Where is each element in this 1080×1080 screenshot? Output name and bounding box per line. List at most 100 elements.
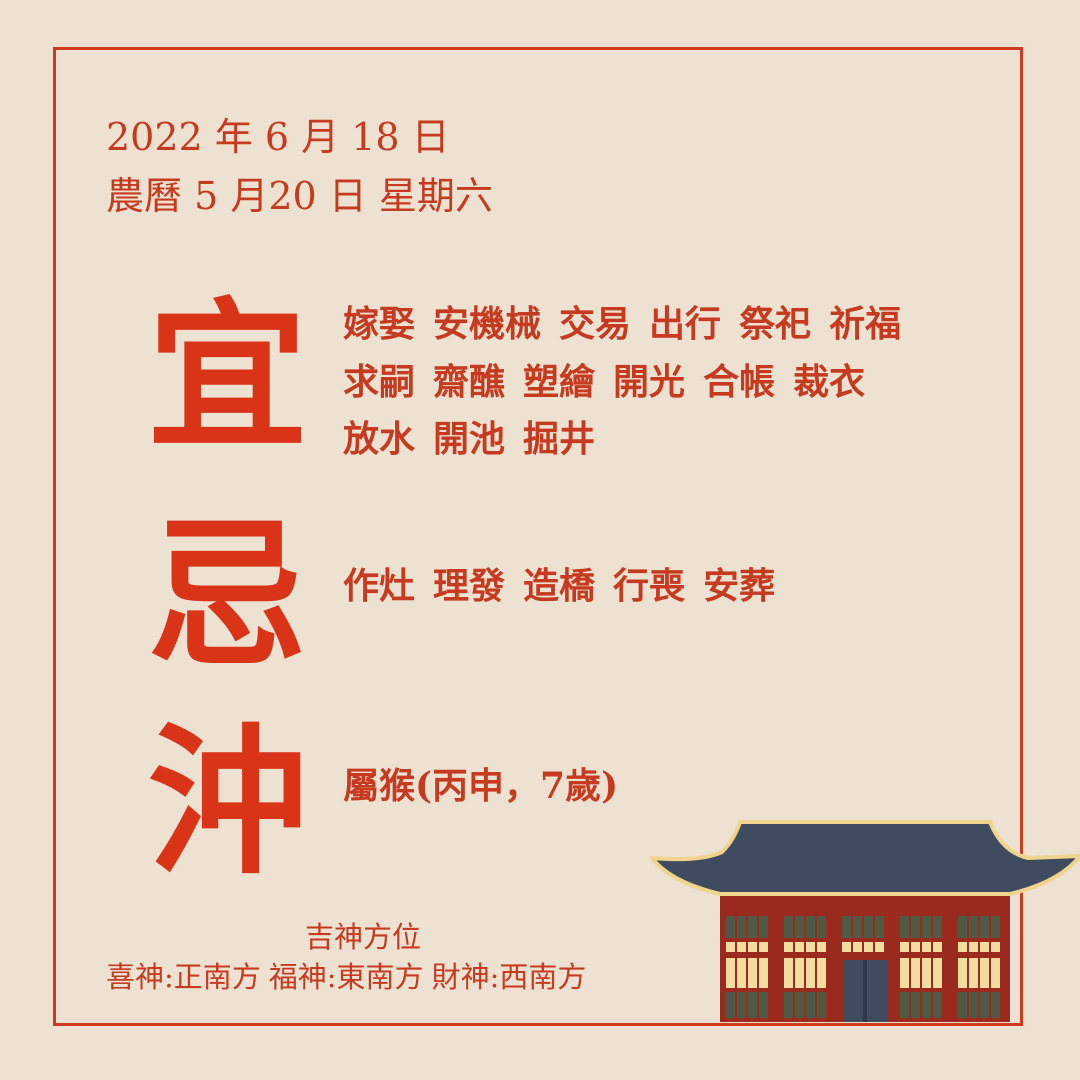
temple-window-pane	[969, 958, 978, 988]
yi-row-1: 嫁娶 安機械 交易 出行 祭祀 祈福	[343, 306, 919, 342]
temple-window-pane	[922, 942, 931, 952]
temple-window-pane	[864, 942, 873, 952]
temple-window-pane	[737, 958, 746, 988]
god-direction: 福神:東南方	[268, 960, 424, 994]
temple-window-pane	[817, 958, 826, 988]
temple-window-pane	[795, 942, 804, 952]
ji-character: 忌	[147, 501, 308, 689]
temple-window-pane	[853, 916, 862, 938]
gods-title: 吉神方位	[305, 920, 422, 954]
temple-window-pane	[991, 958, 1000, 988]
yi-item: 求嗣	[343, 361, 416, 403]
temple-window-pane	[817, 942, 826, 952]
temple-window-pane	[748, 916, 757, 938]
ji-item: 作灶	[343, 565, 416, 607]
temple-window-pane	[759, 942, 768, 952]
temple-window-pane	[726, 942, 735, 952]
temple-window-pane	[817, 916, 826, 938]
temple-window-pane	[726, 916, 735, 938]
temple-window-pane	[980, 942, 989, 952]
temple-window-pane	[875, 942, 884, 952]
yi-item: 開池	[433, 418, 506, 460]
temple-window-pane	[980, 916, 989, 938]
chong-text: 屬猴(丙申，7歲)	[343, 765, 619, 807]
temple-window-pane	[991, 916, 1000, 938]
temple-window-pane	[922, 992, 931, 1018]
red-border-frame	[53, 47, 1023, 1026]
yi-item: 交易	[559, 303, 632, 345]
temple-window-pane	[806, 958, 815, 988]
temple-window-pane	[958, 992, 967, 1018]
ji-item: 安葬	[703, 565, 776, 607]
temple-window-pane	[922, 916, 931, 938]
yi-item: 出行	[649, 303, 722, 345]
temple-window-pane	[784, 942, 793, 952]
solar-date: 2022 年 6 月 18 日	[106, 115, 450, 159]
yi-row-2: 求嗣 齋醮 塑繪 開光 合帳 裁衣	[343, 364, 883, 400]
yi-item: 塑繪	[523, 361, 596, 403]
chong-character: 沖	[147, 708, 308, 896]
temple-window-pane	[737, 992, 746, 1018]
temple-window-pane	[737, 916, 746, 938]
temple-window-pane	[795, 916, 804, 938]
yi-item: 開光	[613, 361, 686, 403]
temple-window-pane	[900, 942, 909, 952]
temple-window-pane	[748, 942, 757, 952]
yi-item: 合帳	[703, 361, 776, 403]
yi-character: 宜	[147, 282, 308, 470]
temple-window-pane	[991, 942, 1000, 952]
temple-window-pane	[759, 958, 768, 988]
temple-window-pane	[933, 992, 942, 1018]
yi-item: 放水	[343, 418, 416, 460]
temple-window-pane	[911, 958, 920, 988]
temple-window-pane	[842, 942, 851, 952]
temple-door-split	[863, 960, 867, 1022]
temple-window-pane	[958, 958, 967, 988]
temple-window-pane	[911, 916, 920, 938]
temple-window-pane	[726, 958, 735, 988]
temple-window-pane	[969, 942, 978, 952]
temple-window-pane	[864, 916, 873, 938]
temple-window-pane	[933, 916, 942, 938]
lunar-date: 農曆 5 月20 日 星期六	[106, 174, 493, 218]
temple-roof	[650, 820, 1080, 896]
temple-building-icon	[650, 820, 1080, 1022]
temple-window-pane	[759, 992, 768, 1018]
god-direction: 喜神:正南方	[106, 960, 261, 994]
ji-row: 作灶 理發 造橋 行喪 安葬	[343, 568, 793, 604]
yi-item: 裁衣	[793, 361, 866, 403]
temple-window-pane	[817, 992, 826, 1018]
temple-window-pane	[991, 992, 1000, 1018]
temple-window-pane	[759, 916, 768, 938]
temple-window-pane	[900, 992, 909, 1018]
temple-window-pane	[726, 992, 735, 1018]
temple-window-pane	[969, 992, 978, 1018]
temple-window-pane	[737, 942, 746, 952]
temple-window-pane	[980, 958, 989, 988]
temple-window-pane	[748, 958, 757, 988]
god-direction: 財神:西南方	[431, 960, 587, 994]
ji-item: 理發	[433, 565, 506, 607]
temple-window-pane	[958, 916, 967, 938]
yi-item: 掘井	[523, 418, 596, 460]
temple-window-pane	[748, 992, 757, 1018]
temple-window-pane	[875, 916, 884, 938]
temple-window-pane	[795, 992, 804, 1018]
yi-item: 祭祀	[739, 303, 812, 345]
temple-window-pane	[842, 916, 851, 938]
temple-window-pane	[969, 916, 978, 938]
temple-window-pane	[806, 992, 815, 1018]
temple-window-pane	[784, 958, 793, 988]
temple-window-pane	[911, 942, 920, 952]
temple-window-pane	[980, 992, 989, 1018]
ji-item: 造橋	[523, 565, 596, 607]
temple-window-pane	[806, 916, 815, 938]
yi-item: 祈福	[829, 303, 902, 345]
temple-windows	[726, 916, 1000, 1018]
temple-window-pane	[900, 958, 909, 988]
temple-window-pane	[784, 992, 793, 1018]
gods-directions: 喜神:正南方 福神:東南方 財神:西南方	[106, 963, 594, 992]
temple-window-pane	[806, 942, 815, 952]
temple-window-pane	[933, 942, 942, 952]
